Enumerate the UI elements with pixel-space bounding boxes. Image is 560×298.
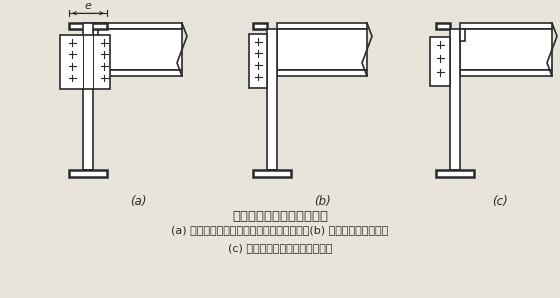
Bar [267, 29, 277, 170]
Bar [93, 70, 182, 76]
Bar [93, 29, 98, 70]
Bar [436, 23, 450, 29]
Text: (a): (a) [130, 195, 146, 208]
Bar [430, 37, 450, 86]
Bar [93, 29, 182, 70]
Bar [69, 23, 107, 29]
Bar [277, 29, 367, 70]
Bar [436, 170, 474, 177]
Bar [460, 29, 465, 41]
Text: (a) 用拼接板分别连于次梁及主梁加劲肋上；(b) 次梁腹板连于主梁；: (a) 用拼接板分别连于次梁及主梁加劲肋上；(b) 次梁腹板连于主梁； [171, 225, 389, 235]
Text: (c): (c) [492, 195, 508, 208]
Bar [460, 29, 552, 70]
Text: (b): (b) [314, 195, 330, 208]
Bar [253, 170, 291, 177]
Text: 次梁与主梁的螺栓简支连接: 次梁与主梁的螺栓简支连接 [232, 209, 328, 223]
Bar [83, 23, 93, 170]
Bar [69, 170, 107, 177]
Bar [249, 34, 267, 88]
Bar [277, 70, 367, 76]
Bar [460, 23, 552, 29]
Bar [277, 23, 367, 29]
Bar [460, 70, 552, 76]
Bar [253, 23, 267, 29]
Text: (c) 用角钢分别连于主、次梁腹板: (c) 用角钢分别连于主、次梁腹板 [228, 243, 332, 253]
Bar [93, 23, 182, 29]
Bar [60, 35, 110, 89]
Text: e: e [85, 1, 91, 11]
Bar [450, 29, 460, 170]
